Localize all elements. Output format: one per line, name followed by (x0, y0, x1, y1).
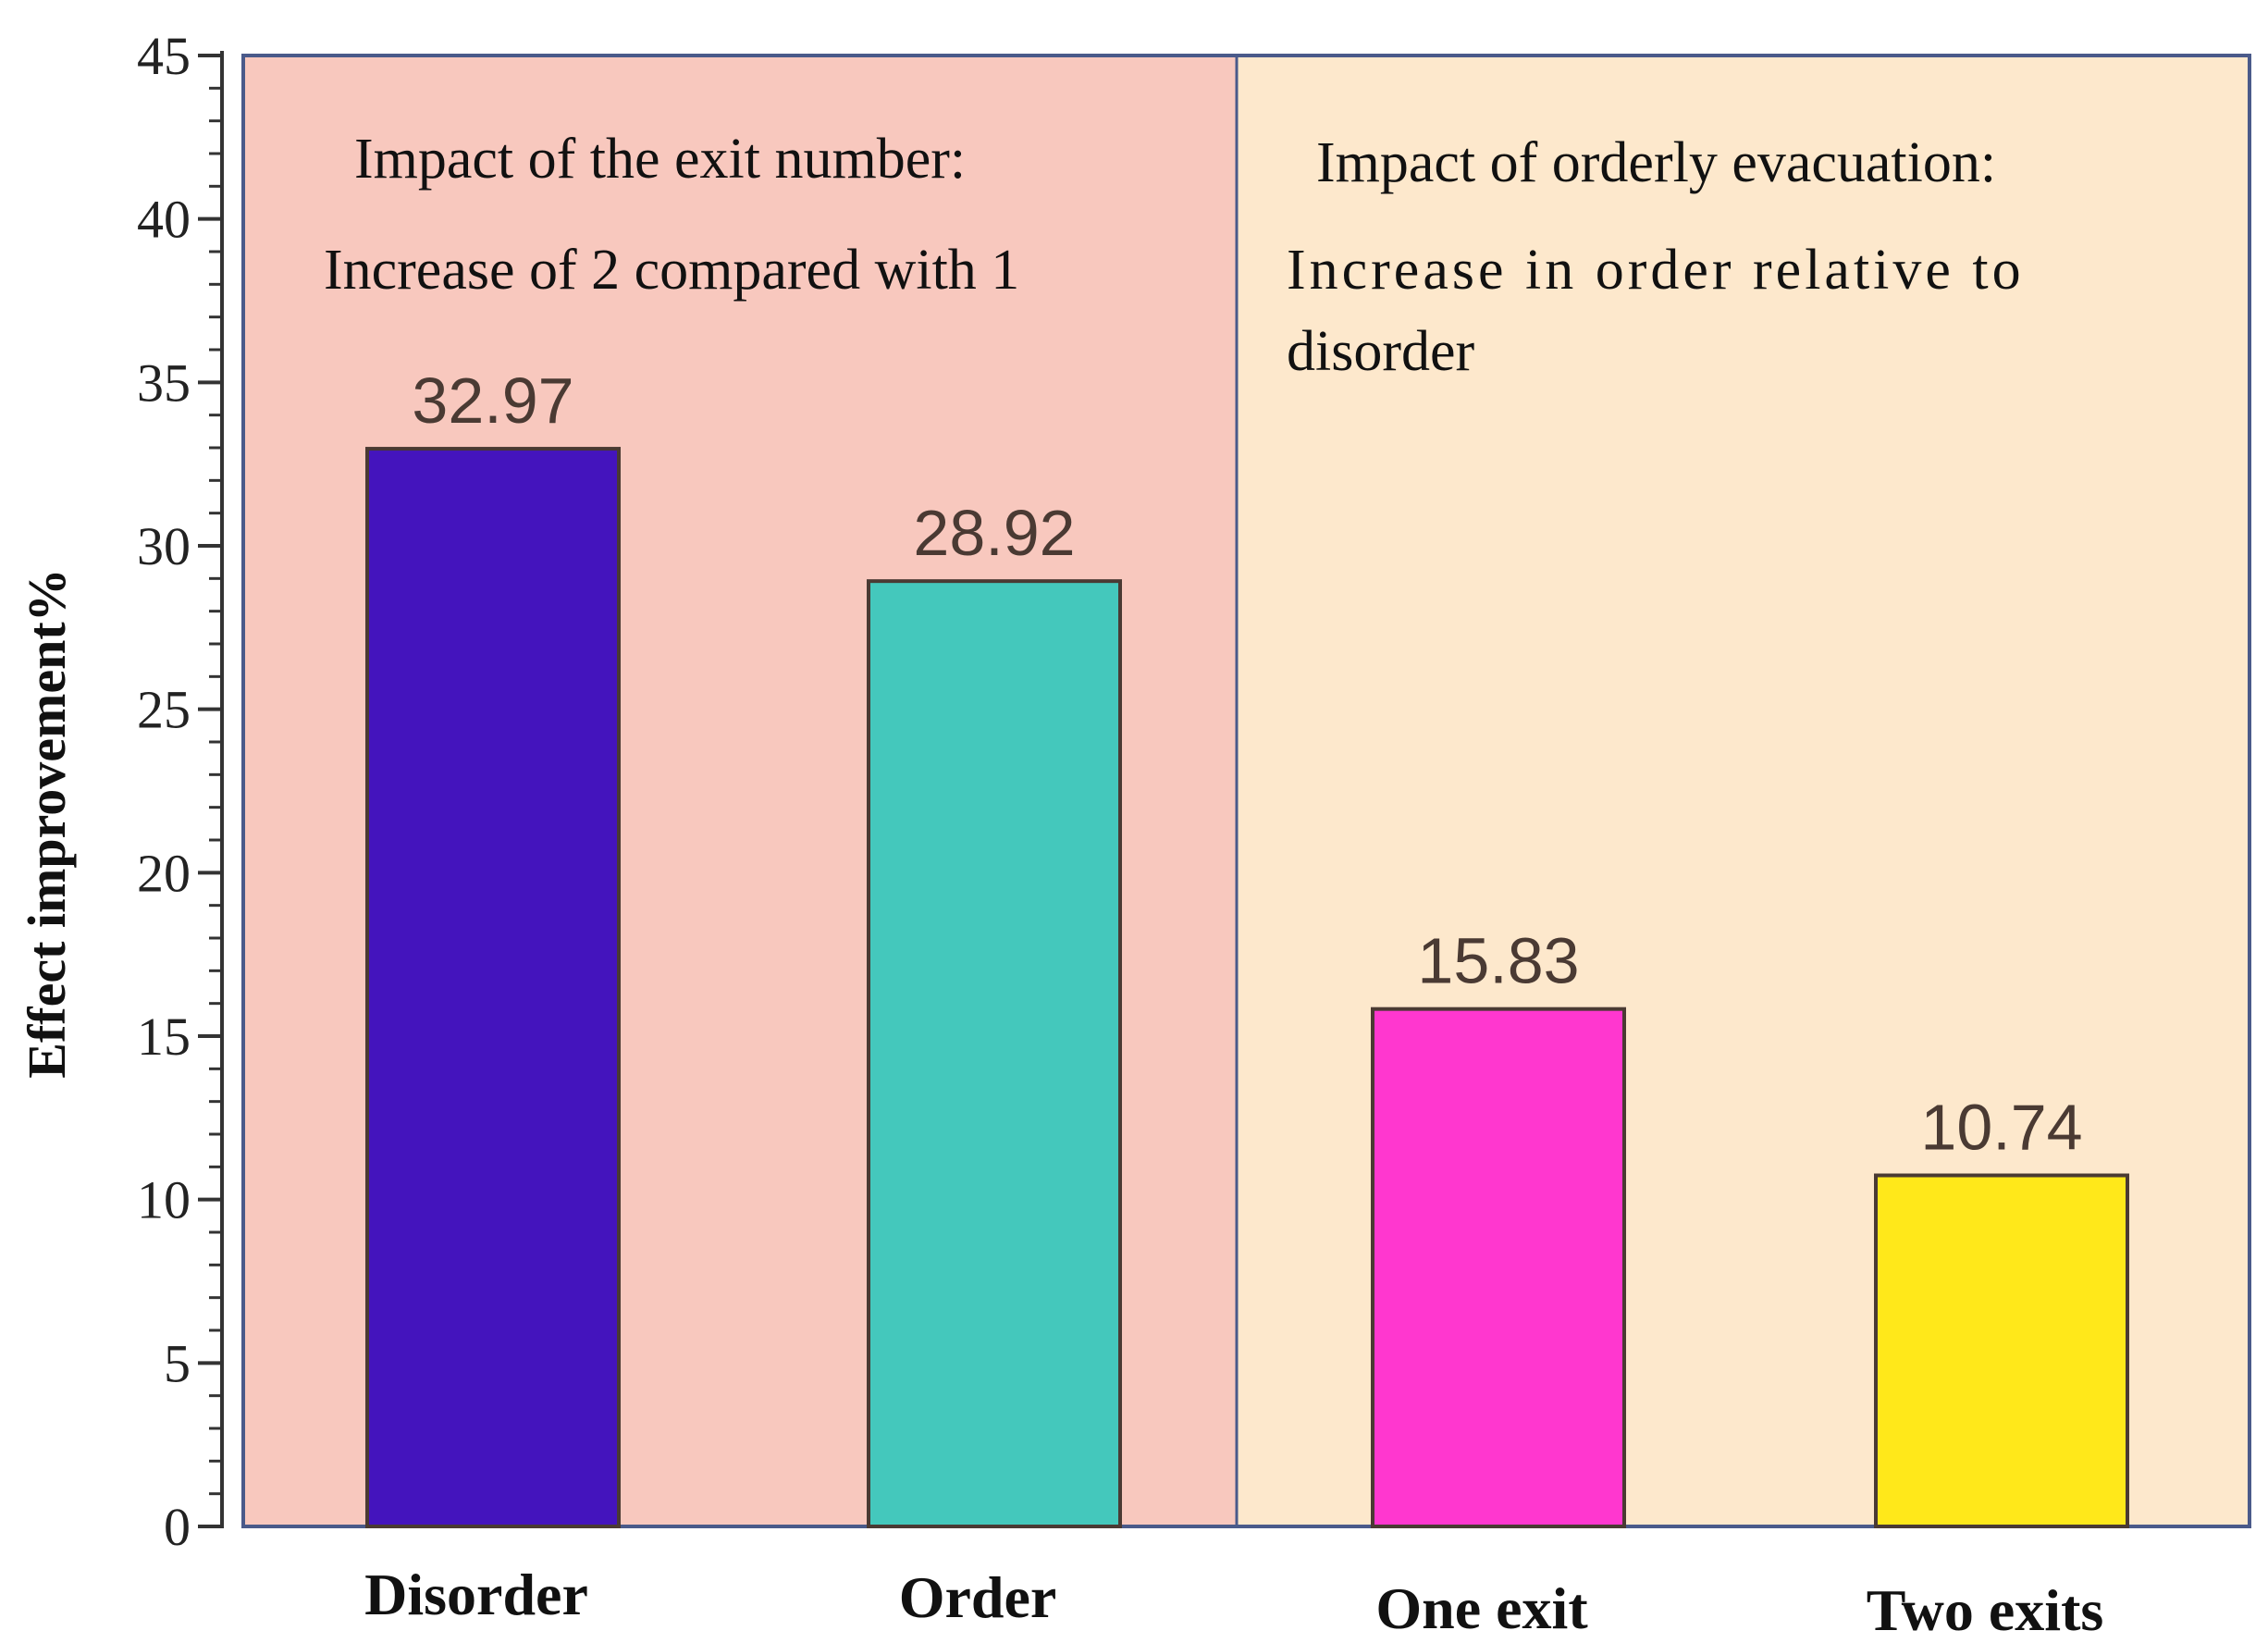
panel-orderly-evacuation-subtitle: Increase in order relative to (1287, 239, 2025, 302)
value-labels: 32.97 28.92 15.83 10.74 (412, 364, 2082, 1163)
value-label: 15.83 (1417, 925, 1579, 997)
y-tick-label: 15 (137, 1007, 191, 1067)
panel-orderly-evacuation-title: Impact of orderly evacuation: (1316, 131, 1996, 194)
y-tick-label: 35 (137, 352, 191, 413)
value-label: 32.97 (412, 364, 573, 437)
category-label: One exit (1375, 1575, 1588, 1641)
panel-exit-number-subtitle: Increase of 2 compared with 1 (324, 239, 1019, 302)
category-label: Two exits (1867, 1577, 2104, 1643)
value-label: 10.74 (1920, 1092, 2082, 1164)
bar-two-exits (1874, 1173, 2129, 1529)
y-tick-label: 0 (164, 1497, 191, 1557)
bar-one-exit (1371, 1007, 1626, 1528)
plot-frame (241, 54, 2251, 1528)
y-axis-label: Effect improvement% (17, 568, 77, 1078)
category-label: Disorder (364, 1562, 588, 1627)
y-tick-label: 30 (137, 516, 191, 576)
y-tick-label: 10 (137, 1170, 191, 1230)
panel-exit-number-title: Impact of the exit number: (354, 128, 966, 191)
y-tick-label: 5 (164, 1333, 191, 1393)
y-tick-label: 45 (137, 26, 191, 86)
bar-order (867, 579, 1122, 1528)
bars (365, 447, 2129, 1529)
y-axis-ticks: 0 5 10 15 20 25 30 35 40 45 (137, 26, 222, 1557)
panel-orderly-evacuation-subtitle-continued: disorder (1287, 320, 1475, 383)
bar-disorder (365, 447, 621, 1528)
value-label: 28.92 (913, 497, 1075, 569)
category-label: Order (899, 1564, 1057, 1630)
category-labels: Disorder Order One exit Two exits (364, 1562, 2103, 1643)
y-tick-label: 40 (137, 190, 191, 250)
y-tick-label: 20 (137, 843, 191, 903)
y-tick-label: 25 (137, 680, 191, 740)
